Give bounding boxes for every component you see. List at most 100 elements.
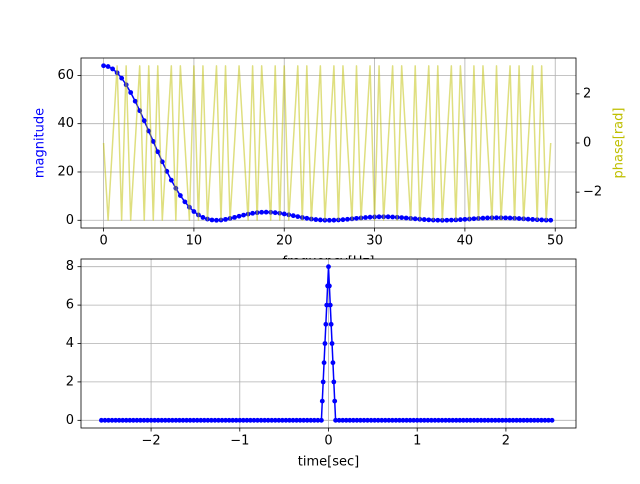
data-point	[240, 417, 246, 423]
data-point	[212, 417, 218, 423]
plot-area	[101, 63, 554, 223]
data-point	[368, 417, 374, 423]
data-point	[145, 417, 150, 423]
data-point	[361, 417, 367, 423]
y-tick-label: 0	[66, 413, 74, 428]
data-point	[281, 211, 287, 217]
data-point	[482, 417, 488, 423]
data-point	[184, 417, 189, 423]
data-point	[539, 217, 545, 223]
data-point	[426, 217, 432, 223]
data-point	[327, 217, 332, 223]
data-point	[159, 417, 165, 423]
x-tick-label: 40	[457, 234, 474, 249]
data-point	[120, 417, 126, 423]
data-point	[549, 417, 555, 423]
y-tick-label: 6	[66, 298, 74, 313]
data-point	[365, 417, 370, 423]
data-point	[327, 302, 333, 308]
data-point	[450, 417, 456, 423]
data-point	[148, 417, 154, 423]
data-point	[168, 177, 174, 183]
data-point	[535, 417, 541, 423]
data-point	[177, 193, 183, 198]
data-point	[223, 417, 228, 423]
data-point	[425, 417, 431, 423]
data-point	[418, 417, 424, 423]
data-point	[326, 264, 331, 270]
data-point	[223, 216, 228, 222]
data-point	[162, 417, 168, 423]
data-point	[134, 417, 140, 423]
data-point	[323, 321, 329, 327]
data-point	[412, 216, 418, 222]
data-point	[471, 417, 477, 423]
data-point	[322, 341, 328, 346]
y-tick-label: 40	[57, 116, 74, 131]
y-tick-label: 60	[57, 68, 74, 83]
data-point	[485, 417, 491, 423]
data-point	[250, 210, 256, 216]
data-point	[460, 417, 466, 423]
x-tick-label: 1	[413, 434, 421, 449]
y-tick-label: 0	[66, 213, 74, 228]
data-point	[528, 417, 534, 423]
data-point	[435, 217, 441, 223]
data-point	[548, 217, 554, 223]
data-point	[214, 217, 219, 223]
data-point	[340, 217, 346, 223]
data-point	[132, 98, 138, 104]
data-point	[350, 417, 356, 423]
data-point	[321, 360, 327, 366]
x-tick-label: 20	[276, 234, 293, 249]
data-point	[404, 417, 409, 423]
data-point	[517, 417, 523, 423]
data-point	[320, 379, 326, 385]
data-point	[516, 216, 522, 221]
data-point	[205, 417, 211, 423]
data-point	[272, 210, 278, 216]
data-point	[514, 417, 519, 423]
y-tick-label: 20	[57, 164, 74, 179]
data-point	[263, 209, 269, 215]
data-point	[354, 417, 360, 423]
data-point	[539, 417, 544, 423]
data-point	[503, 417, 509, 423]
data-point	[177, 417, 182, 423]
data-point	[301, 417, 307, 423]
data-point	[347, 417, 353, 423]
data-point	[236, 213, 242, 219]
data-point	[345, 216, 350, 222]
data-point	[382, 417, 388, 423]
data-point	[546, 417, 551, 423]
data-point	[313, 217, 319, 222]
x-tick-label: −1	[230, 434, 249, 449]
data-point	[436, 417, 441, 423]
y-tick-label: 4	[66, 336, 74, 351]
y2-tick-label: 0	[583, 136, 591, 151]
data-point	[119, 75, 125, 81]
data-point	[276, 417, 282, 423]
y-axis-label: magnitude	[33, 108, 48, 178]
data-point	[128, 90, 134, 95]
data-point	[248, 417, 253, 423]
data-point	[258, 417, 264, 423]
data-point	[319, 398, 325, 404]
data-point	[363, 215, 368, 220]
data-point	[194, 417, 200, 423]
data-point	[116, 417, 122, 423]
data-point	[530, 217, 536, 222]
data-point	[201, 417, 207, 423]
data-point	[237, 417, 243, 423]
data-point	[255, 417, 260, 423]
x-axis-label: time[sec]	[298, 455, 359, 470]
data-point	[130, 417, 136, 423]
data-point	[386, 417, 392, 423]
data-point	[332, 398, 338, 404]
x-tick-label: 10	[186, 234, 203, 249]
data-point	[375, 417, 381, 423]
data-point	[494, 215, 499, 221]
data-point	[489, 417, 495, 423]
